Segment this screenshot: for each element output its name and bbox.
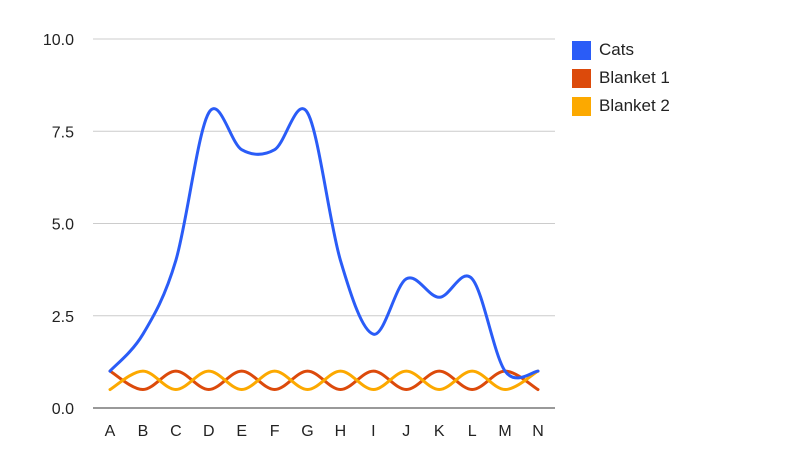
legend-label: Cats — [599, 40, 634, 59]
y-tick-label: 7.5 — [52, 124, 74, 141]
x-axis-labels: A B C D E F G H I J K L M N — [105, 423, 544, 440]
legend-swatch — [572, 96, 591, 116]
legend-label: Blanket 2 — [599, 96, 670, 115]
legend-swatch — [572, 40, 591, 60]
x-tick-label: G — [301, 423, 313, 440]
x-tick-label: B — [138, 423, 149, 440]
y-tick-label: 0.0 — [52, 401, 74, 418]
series-lines — [108, 107, 540, 392]
x-tick-label: E — [236, 423, 247, 440]
legend-item-blanket-2: Blanket 2 — [572, 92, 670, 120]
grid — [93, 38, 555, 317]
x-tick-label: F — [270, 423, 280, 440]
x-tick-label: N — [532, 423, 544, 440]
series-line-blanket-2 — [108, 369, 540, 392]
series-line-cats — [108, 107, 540, 380]
y-tick-label: 10.0 — [43, 32, 74, 49]
x-tick-label: M — [498, 423, 511, 440]
x-tick-label: A — [105, 423, 116, 440]
x-tick-label: J — [402, 423, 410, 440]
y-axis-labels: 0.0 2.5 5.0 7.5 10.0 — [43, 32, 74, 418]
x-tick-label: C — [170, 423, 182, 440]
x-tick-label: D — [203, 423, 215, 440]
legend-item-blanket-1: Blanket 1 — [572, 64, 670, 92]
legend: Cats Blanket 1 Blanket 2 — [572, 36, 670, 120]
x-tick-label: L — [468, 423, 477, 440]
legend-swatch — [572, 68, 591, 88]
x-tick-label: I — [371, 423, 375, 440]
y-tick-label: 2.5 — [52, 309, 74, 326]
y-tick-label: 5.0 — [52, 217, 74, 234]
legend-label: Blanket 1 — [599, 68, 670, 87]
x-tick-label: H — [335, 423, 347, 440]
x-tick-label: K — [434, 423, 445, 440]
legend-item-cats: Cats — [572, 36, 670, 64]
